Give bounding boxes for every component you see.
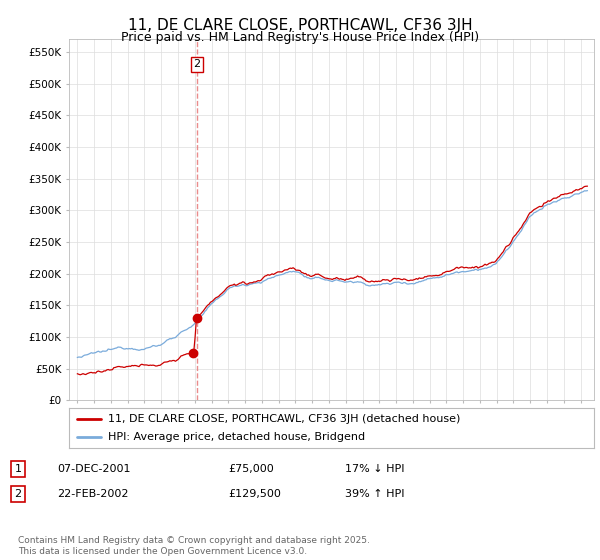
Text: Price paid vs. HM Land Registry's House Price Index (HPI): Price paid vs. HM Land Registry's House … xyxy=(121,31,479,44)
Text: Contains HM Land Registry data © Crown copyright and database right 2025.
This d: Contains HM Land Registry data © Crown c… xyxy=(18,536,370,556)
Text: 17% ↓ HPI: 17% ↓ HPI xyxy=(345,464,404,474)
Text: £75,000: £75,000 xyxy=(228,464,274,474)
Text: 39% ↑ HPI: 39% ↑ HPI xyxy=(345,489,404,499)
Text: 2: 2 xyxy=(194,59,201,69)
Text: 1: 1 xyxy=(14,464,22,474)
Text: 07-DEC-2001: 07-DEC-2001 xyxy=(57,464,131,474)
Text: £129,500: £129,500 xyxy=(228,489,281,499)
Text: HPI: Average price, detached house, Bridgend: HPI: Average price, detached house, Brid… xyxy=(109,432,365,442)
Text: 11, DE CLARE CLOSE, PORTHCAWL, CF36 3JH: 11, DE CLARE CLOSE, PORTHCAWL, CF36 3JH xyxy=(128,18,472,33)
Text: 11, DE CLARE CLOSE, PORTHCAWL, CF36 3JH (detached house): 11, DE CLARE CLOSE, PORTHCAWL, CF36 3JH … xyxy=(109,414,461,423)
Text: 22-FEB-2002: 22-FEB-2002 xyxy=(57,489,128,499)
Text: 2: 2 xyxy=(14,489,22,499)
